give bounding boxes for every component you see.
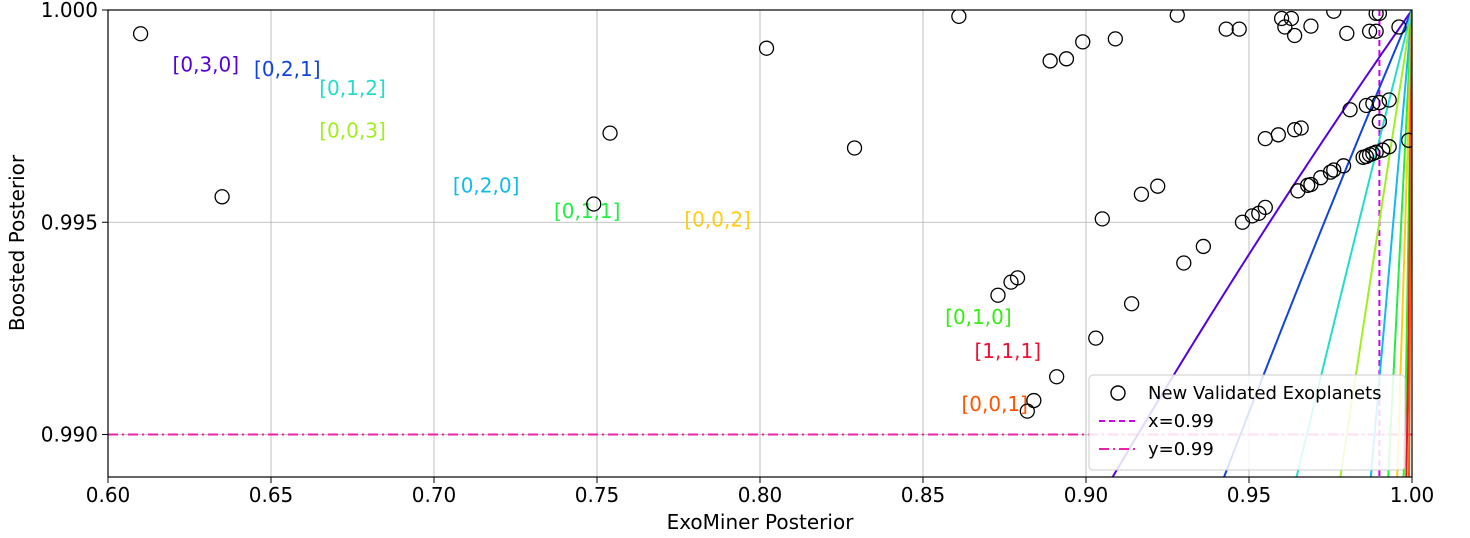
scatter-points (132, 10, 1412, 419)
x-tick-label: 0.70 (412, 483, 457, 507)
scatter-point (1342, 102, 1358, 118)
scatter-point (1313, 170, 1329, 186)
series-line (1111, 10, 1412, 477)
scatter-point (1195, 238, 1212, 255)
scatter-point (1270, 127, 1286, 143)
scatter-point (1075, 34, 1091, 50)
scatter-point (1286, 122, 1303, 138)
scatter-point (1123, 296, 1140, 312)
x-tick-label: 1.00 (1390, 483, 1435, 507)
x-tick-label: 0.65 (249, 483, 294, 507)
scatter-point (1381, 92, 1397, 108)
y-tick-label: 0.995 (41, 210, 98, 234)
series-label: [1,1,1] (975, 339, 1042, 363)
y-tick-label: 0.990 (41, 423, 98, 447)
series-label: [0,0,3] (319, 118, 386, 142)
scatter-point (1326, 10, 1342, 19)
scatter-point (1401, 132, 1412, 148)
x-tick-label: 0.95 (1227, 483, 1272, 507)
y-axis-label: Boosted Posterior (5, 154, 29, 331)
scatter-point (214, 189, 230, 205)
series-label: [0,1,0] (945, 305, 1012, 329)
x-tick-label: 0.75 (575, 483, 620, 507)
scatter-point (1231, 21, 1247, 37)
scatter-point (990, 287, 1006, 303)
scatter-point (1371, 94, 1388, 111)
x-tick-label: 0.90 (1064, 483, 1109, 507)
series-label: [0,2,1] (254, 57, 321, 81)
series-label: [0,0,1] (961, 392, 1028, 416)
legend: New Validated Exoplanets x=0.99 y=0.99 (1088, 374, 1406, 471)
scatter-point (1133, 186, 1150, 202)
scatter-point (1283, 10, 1300, 27)
x-tick-label: 0.85 (901, 483, 946, 507)
scatter-point (1042, 53, 1058, 69)
scatter-point (1371, 113, 1388, 130)
x-axis-label: ExoMiner Posterior (667, 510, 855, 534)
series-label: [0,3,0] (173, 53, 240, 77)
scatter-point (1290, 183, 1306, 199)
scatter-point (1286, 27, 1303, 44)
scatter-point (1326, 162, 1342, 178)
scatter-point (1365, 95, 1381, 112)
legend-label-scatter: New Validated Exoplanets (1148, 383, 1382, 404)
scatter-point (1019, 403, 1035, 419)
series-curves (1111, 10, 1412, 477)
scatter-point (1371, 10, 1388, 22)
scatter-point (1169, 10, 1185, 23)
scatter-point (1107, 31, 1123, 47)
scatter-point (1358, 148, 1375, 165)
x-tick-label: 0.60 (86, 483, 131, 507)
scatter-point (1257, 130, 1273, 147)
curve-labels: [0,3,0] [0,2,1][0,1,2] [0,0,3] [0,2,0] [0,1,… (173, 53, 1041, 417)
scatter-point (1049, 369, 1065, 385)
scatter-point (1218, 21, 1234, 37)
y-tick-label: 1.000 (41, 0, 98, 22)
scatter-point (1257, 199, 1273, 216)
scatter-point (1273, 10, 1290, 27)
scatter-point (1293, 120, 1309, 136)
legend-label-y-line: y=0.99 (1148, 439, 1214, 460)
scatter-point (846, 140, 863, 156)
scatter-point (1088, 330, 1104, 346)
series-label: [0,1,2] (319, 76, 386, 100)
scatter-point (1244, 208, 1260, 224)
scatter-point (1303, 18, 1319, 34)
scatter-point (1391, 19, 1407, 35)
legend-label-x-line: x=0.99 (1148, 411, 1214, 432)
scatter-point (1339, 25, 1355, 41)
scatter-point (1368, 23, 1384, 39)
scatter-point (602, 125, 618, 141)
series-label: [0,2,0] (453, 174, 520, 198)
scatter-point (132, 26, 149, 42)
axis-ticks: 0.60 0.65 0.70 0.75 0.80 0.85 0.90 0.95 1.00 0.99… (41, 0, 1435, 507)
scatter-point (1361, 23, 1378, 39)
scatter-point (1322, 164, 1339, 180)
scatter-point (586, 196, 602, 212)
scatter-point (1381, 139, 1397, 155)
scatter-point (1368, 144, 1384, 160)
scatter-point (1176, 255, 1192, 271)
legend-marker-scatter (1110, 385, 1126, 401)
scatter-point (758, 40, 775, 56)
scatter-point (1094, 211, 1110, 227)
scatter-point (1009, 270, 1026, 286)
scatter-point (1368, 10, 1384, 22)
x-tick-label: 0.80 (738, 483, 783, 507)
scatter-point (1058, 51, 1075, 67)
series-label: [0,0,2] (684, 207, 751, 231)
scatter-point (951, 10, 967, 25)
legend-box (1088, 374, 1406, 471)
scatter-point (1026, 392, 1042, 409)
scatter-point (1335, 158, 1352, 174)
scatter-point (1150, 178, 1166, 194)
